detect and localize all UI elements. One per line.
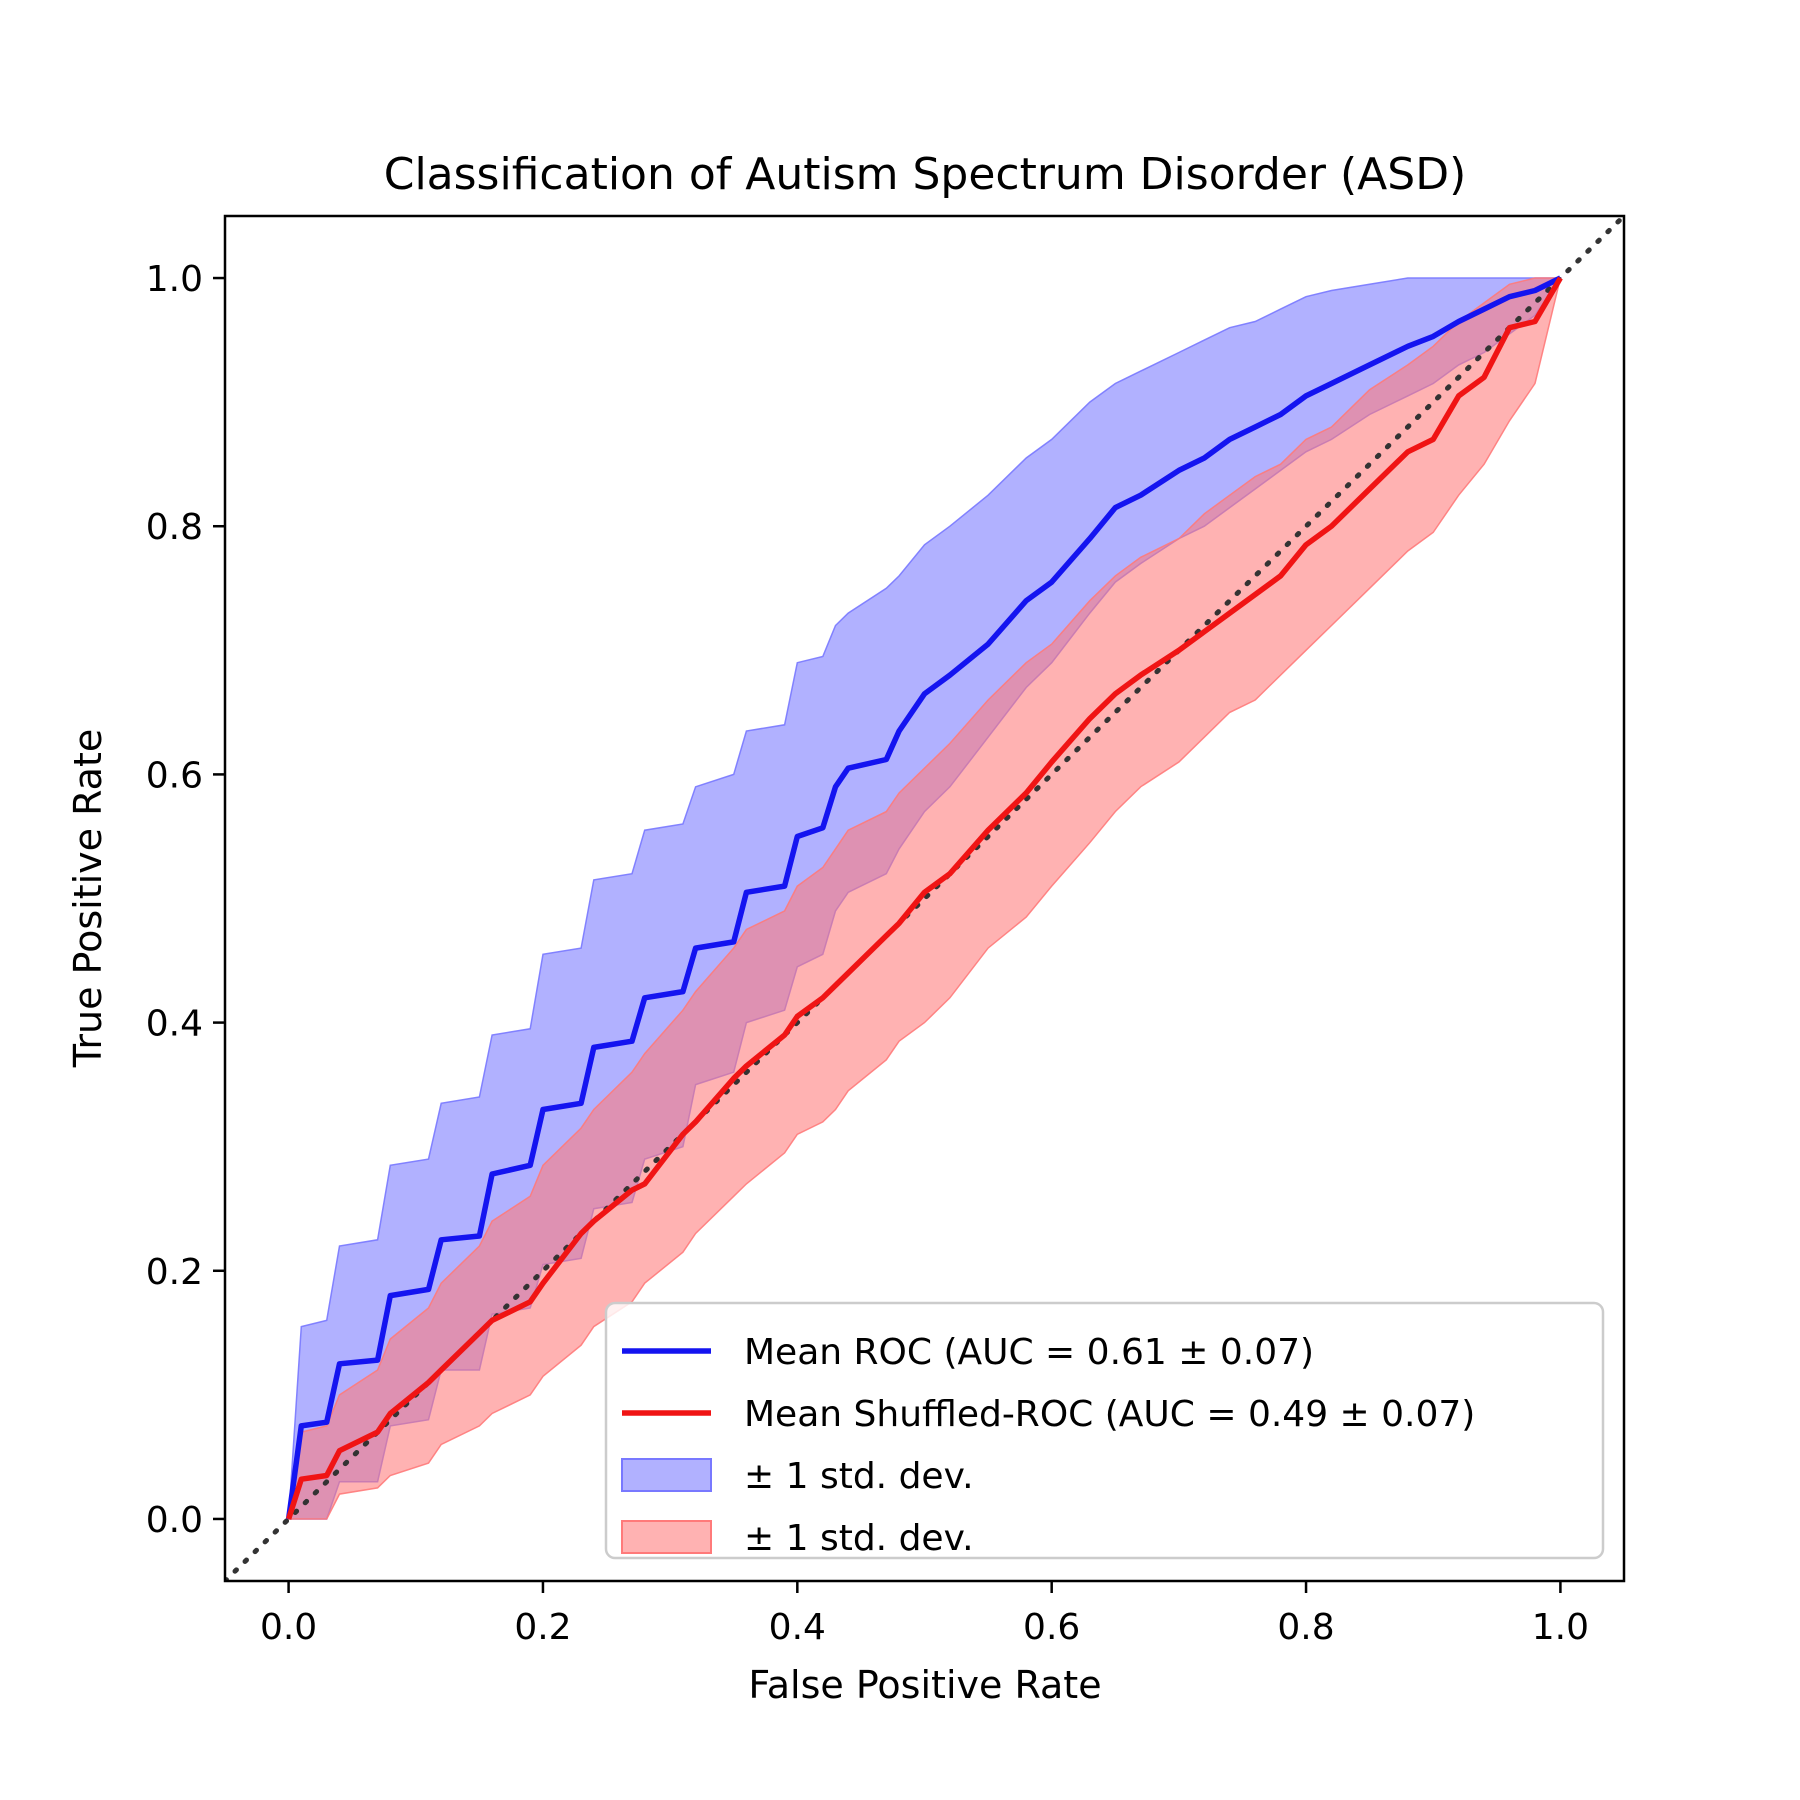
x-tick-label: 0.2	[514, 1607, 571, 1648]
y-tick-label: 0.8	[146, 507, 203, 548]
y-tick-label: 0.0	[146, 1500, 203, 1541]
legend: Mean ROC (AUC = 0.61 ± 0.07) Mean Shuffle…	[604, 1301, 1605, 1560]
y-axis-label: True Positive Rate	[66, 729, 110, 1069]
x-tick-label: 1.0	[1532, 1607, 1589, 1648]
y-tick-label: 0.6	[146, 755, 203, 796]
y-tick-label: 1.0	[146, 259, 203, 300]
plot-frame	[223, 214, 1626, 1583]
y-tick-label: 0.4	[146, 1004, 203, 1045]
legend-box	[604, 1301, 1605, 1560]
y-tick-label: 0.2	[146, 1252, 203, 1293]
legend-label: Mean Shuffled-ROC (AUC = 0.49 ± 0.07)	[744, 1394, 1475, 1435]
legend-label: ± 1 std. dev.	[744, 1518, 974, 1559]
mean-roc-line	[285, 275, 1562, 1520]
legend-patch-swatch	[621, 1458, 712, 1492]
legend-patch-swatch	[621, 1520, 712, 1554]
x-tick-label: 0.4	[769, 1607, 826, 1648]
y-axis: 0.0 0.2 0.4 0.6 0.8 1.0	[146, 259, 225, 1541]
x-tick-label: 0.0	[260, 1607, 317, 1648]
x-axis: 0.0 0.2 0.4 0.6 0.8 1.0	[260, 1581, 1589, 1648]
mean-shuffled-roc-line	[285, 276, 1563, 1520]
x-tick-label: 0.8	[1277, 1607, 1334, 1648]
legend-label: Mean ROC (AUC = 0.61 ± 0.07)	[744, 1332, 1314, 1373]
x-tick-label: 0.6	[1023, 1607, 1080, 1648]
plot-area	[225, 216, 1624, 1581]
chart-title: Classification of Autism Spectrum Disord…	[384, 149, 1467, 200]
legend-label: ± 1 std. dev.	[744, 1456, 974, 1497]
x-axis-label: False Positive Rate	[748, 1663, 1101, 1707]
